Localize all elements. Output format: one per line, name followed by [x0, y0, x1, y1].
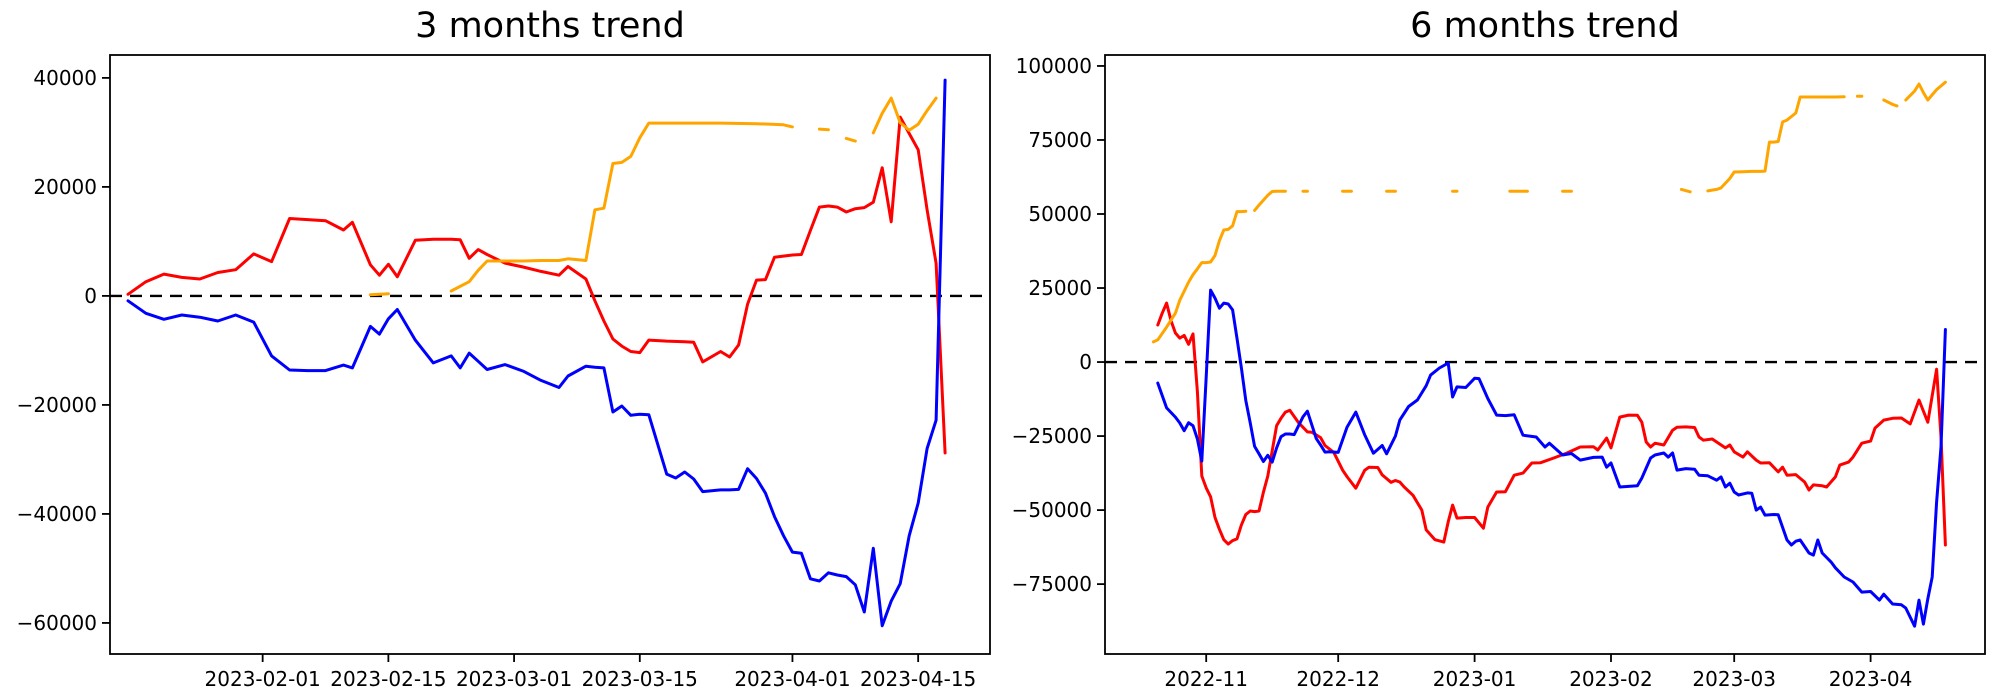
x-tick-label: 2023-02-01	[205, 667, 321, 691]
x-tick-label: 2023-04-01	[734, 667, 850, 691]
series-orange-line	[871, 96, 938, 135]
y-tick-label: −40000	[17, 502, 97, 526]
chart-panel-6-months: 6 months trend 100000 75000 50000 25000 0 −25…	[1000, 0, 2000, 700]
y-tick-label: 75000	[1028, 128, 1092, 152]
series-orange-line	[1253, 189, 1287, 212]
chart-canvas-6-months: 100000 75000 50000 25000 0 −25000 −50000 −75000…	[1012, 54, 1986, 691]
x-tick-label: 2022-12	[1296, 667, 1380, 691]
x-tick-label: 2023-04-15	[860, 667, 976, 691]
plot-border	[1104, 54, 1986, 655]
series-orange-line	[368, 292, 390, 297]
x-tick-label: 2023-04	[1829, 667, 1913, 691]
y-tick-label: 0	[84, 284, 97, 308]
x-tick-label: 2023-03-15	[582, 667, 698, 691]
x-tick-label: 2023-02	[1569, 667, 1653, 691]
y-tick-label: −25000	[1012, 424, 1092, 448]
y-tick-label: 25000	[1028, 276, 1092, 300]
x-tick-label: 2023-03-01	[456, 667, 572, 691]
series-orange-line	[844, 136, 857, 143]
series-red-line	[126, 115, 947, 455]
chart-title-3-months: 3 months trend	[415, 6, 685, 46]
series-orange-line	[817, 127, 830, 132]
series-orange-line	[449, 121, 794, 293]
series-red-line	[1156, 301, 1947, 547]
y-tick-label: 40000	[33, 66, 97, 90]
y-tick-label: 0	[1079, 350, 1092, 374]
chart-canvas-3-months: 40000 20000 0 −20000 −40000 −60000 2023-02-01 2…	[17, 54, 991, 691]
x-tick-label: 2023-03	[1692, 667, 1776, 691]
y-tick-label: −20000	[17, 393, 97, 417]
y-tick-label: −60000	[17, 611, 97, 635]
plot-border	[109, 54, 991, 655]
series-blue-line	[1156, 288, 1947, 628]
x-tick-label: 2022-11	[1164, 667, 1248, 691]
chart-panel-3-months: 3 months trend 40000 20000 0 −20000 −40000 −6…	[17, 6, 991, 691]
series-orange-line	[1706, 95, 1846, 193]
x-tick-label: 2023-01	[1433, 667, 1517, 691]
y-tick-label: 20000	[33, 175, 97, 199]
y-tick-label: −50000	[1012, 498, 1092, 522]
y-tick-label: −75000	[1012, 572, 1092, 596]
series-blue-line	[126, 78, 947, 628]
series-orange-line	[1151, 209, 1248, 344]
series-orange-line	[1679, 187, 1692, 194]
y-tick-label: 100000	[1016, 54, 1092, 78]
series-orange-line	[1904, 80, 1947, 102]
chart-title-6-months: 6 months trend	[1410, 6, 1680, 46]
series-orange-line	[1882, 98, 1899, 108]
x-tick-label: 2023-02-15	[330, 667, 446, 691]
y-tick-label: 50000	[1028, 202, 1092, 226]
